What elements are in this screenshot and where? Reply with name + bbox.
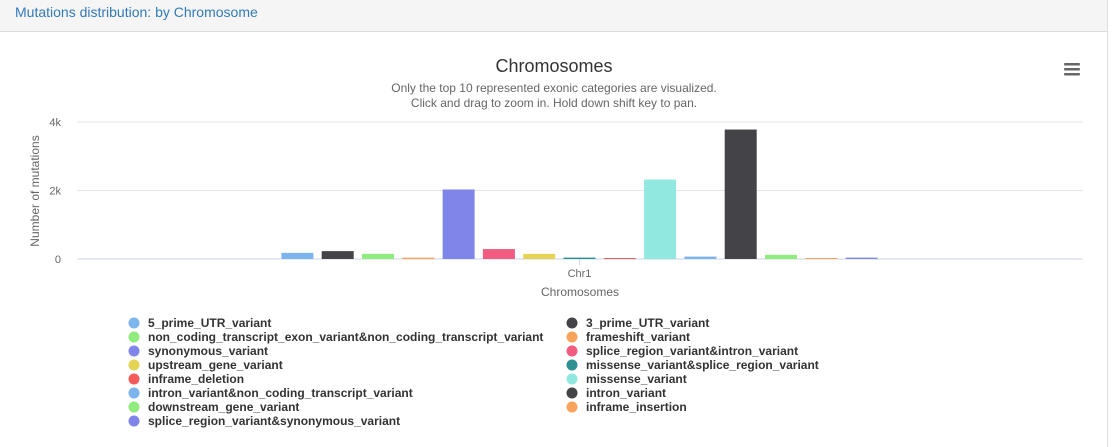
legend-label: frameshift_variant bbox=[586, 330, 690, 344]
legend-label: missense_variant&splice_region_variant bbox=[586, 358, 819, 372]
hamburger-menu-icon[interactable] bbox=[1064, 63, 1080, 76]
legend-label: inframe_deletion bbox=[148, 372, 244, 386]
legend-marker bbox=[128, 373, 140, 385]
legend-marker bbox=[566, 331, 578, 343]
legend-marker bbox=[566, 359, 578, 371]
bar[interactable] bbox=[644, 179, 677, 259]
bar[interactable] bbox=[603, 258, 636, 259]
bar[interactable] bbox=[563, 257, 596, 259]
bar[interactable] bbox=[684, 256, 717, 259]
x-axis-title: Chromosomes bbox=[541, 285, 619, 299]
legend-marker bbox=[566, 373, 578, 385]
legend-marker bbox=[566, 345, 578, 357]
legend: 5_prime_UTR_variant 3_prime_UTR_variantno… bbox=[128, 316, 819, 428]
legend-item[interactable]: downstream_gene_variant bbox=[128, 400, 300, 414]
legend-item[interactable]: splice_region_variant&synonymous_variant bbox=[128, 414, 401, 428]
legend-marker bbox=[128, 415, 140, 427]
x-axis: Chr1 bbox=[568, 259, 592, 280]
legend-item[interactable]: missense_variant&splice_region_variant bbox=[566, 358, 819, 372]
legend-marker bbox=[566, 317, 578, 329]
bar[interactable] bbox=[321, 251, 354, 259]
bar[interactable] bbox=[523, 253, 556, 259]
legend-marker bbox=[128, 401, 140, 413]
legend-label: intron_variant bbox=[586, 386, 666, 400]
legend-marker bbox=[128, 331, 140, 343]
legend-item[interactable]: 5_prime_UTR_variant bbox=[128, 316, 272, 330]
y-axis: 0 2k 4k bbox=[49, 117, 61, 266]
legend-item[interactable]: splice_region_variant&intron_variant bbox=[566, 344, 799, 358]
legend-marker bbox=[128, 345, 140, 357]
bar[interactable] bbox=[402, 257, 435, 259]
y-axis-title: Number of mutations bbox=[28, 135, 42, 246]
grid-lines bbox=[77, 121, 1083, 260]
legend-item[interactable]: non_coding_transcript_exon_variant&non_c… bbox=[128, 330, 544, 344]
legend-label: upstream_gene_variant bbox=[148, 358, 283, 372]
legend-item[interactable]: frameshift_variant bbox=[566, 330, 691, 344]
legend-marker bbox=[128, 359, 140, 371]
legend-label: non_coding_transcript_exon_variant&non_c… bbox=[148, 330, 543, 344]
y-tick-label: 4k bbox=[49, 117, 61, 129]
bar[interactable] bbox=[724, 129, 757, 259]
chart[interactable]: Chromosomes Only the top 10 represented … bbox=[0, 32, 1108, 447]
legend-item[interactable]: inframe_deletion bbox=[128, 372, 245, 386]
legend-label: missense_variant bbox=[586, 372, 687, 386]
legend-label: inframe_insertion bbox=[586, 400, 687, 414]
bar[interactable] bbox=[442, 189, 475, 259]
chart-title: Chromosomes bbox=[495, 56, 612, 76]
bar[interactable] bbox=[362, 253, 394, 259]
panel-header: Mutations distribution: by Chromosome bbox=[0, 0, 1108, 32]
legend-label: downstream_gene_variant bbox=[148, 400, 299, 414]
legend-marker bbox=[128, 387, 140, 399]
legend-marker bbox=[566, 401, 578, 413]
bar[interactable] bbox=[845, 257, 878, 259]
legend-item[interactable]: 3_prime_UTR_variant bbox=[566, 316, 710, 330]
chart-subtitle-line-1: Only the top 10 represented exonic categ… bbox=[391, 81, 717, 95]
legend-label: 5_prime_UTR_variant bbox=[148, 316, 271, 330]
legend-item[interactable]: upstream_gene_variant bbox=[128, 358, 283, 372]
bars bbox=[281, 129, 878, 259]
legend-marker bbox=[566, 387, 578, 399]
bar[interactable] bbox=[482, 249, 515, 259]
y-tick-label: 0 bbox=[55, 254, 61, 266]
legend-item[interactable]: inframe_insertion bbox=[566, 400, 687, 414]
chart-panel bbox=[0, 32, 1108, 447]
x-tick-label: Chr1 bbox=[568, 268, 592, 280]
bar[interactable] bbox=[281, 252, 314, 259]
bar[interactable] bbox=[765, 254, 797, 259]
legend-label: 3_prime_UTR_variant bbox=[586, 316, 709, 330]
legend-item[interactable]: missense_variant bbox=[566, 372, 687, 386]
legend-label: intron_variant&non_coding_transcript_var… bbox=[148, 386, 413, 400]
legend-label: splice_region_variant&intron_variant bbox=[586, 344, 798, 358]
legend-item[interactable]: intron_variant&non_coding_transcript_var… bbox=[128, 386, 413, 400]
legend-item[interactable]: intron_variant bbox=[566, 386, 667, 400]
y-tick-label: 2k bbox=[49, 186, 61, 198]
panel-title: Mutations distribution: by Chromosome bbox=[15, 4, 258, 20]
bar[interactable] bbox=[805, 258, 838, 259]
legend-item[interactable]: synonymous_variant bbox=[128, 344, 269, 358]
legend-label: splice_region_variant&synonymous_variant bbox=[148, 414, 400, 428]
legend-marker bbox=[128, 317, 140, 329]
legend-label: synonymous_variant bbox=[148, 344, 268, 358]
chart-subtitle-line-2: Click and drag to zoom in. Hold down shi… bbox=[411, 96, 697, 110]
